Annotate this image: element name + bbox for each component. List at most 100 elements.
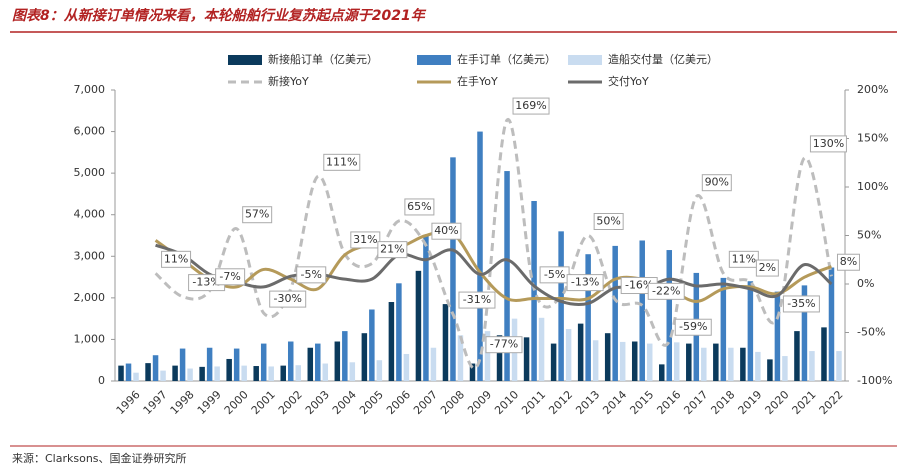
data-label: 40% [434, 224, 458, 237]
legend-label: 在手订单（亿美元） [457, 52, 556, 66]
y-tick-label: 6,000 [74, 125, 106, 138]
bar [396, 283, 402, 381]
bar [538, 317, 545, 381]
bar [809, 351, 815, 381]
legend-swatch [568, 55, 602, 65]
bar [782, 356, 788, 381]
chart-title: 图表8：从新接订单情况来看，本轮船舶行业复苏起点源于2021年 [12, 7, 427, 24]
data-label: -13% [571, 276, 599, 289]
label-box [161, 250, 192, 268]
data-label: -35% [787, 297, 815, 310]
bar [639, 240, 645, 381]
bar [450, 157, 456, 381]
line-series [154, 118, 833, 370]
bar [315, 343, 321, 381]
y-tick-label: 3,000 [74, 249, 106, 262]
data-label: -13% [192, 276, 220, 289]
data-label: -31% [463, 293, 491, 306]
bar [214, 366, 220, 381]
bar [233, 348, 240, 381]
y-tick-label: 7,000 [74, 83, 106, 96]
bar [179, 348, 186, 381]
bar [713, 343, 719, 381]
bar [206, 347, 213, 381]
x-tick-label: 1997 [141, 388, 170, 417]
bar [801, 285, 808, 381]
data-label: 21% [380, 243, 404, 256]
bar [334, 341, 341, 381]
bar [666, 250, 673, 381]
y-tick-label: 0 [98, 374, 105, 387]
data-label: 11% [732, 252, 756, 265]
label-box [836, 253, 860, 271]
label-box [296, 266, 327, 284]
x-tick-label: 2007 [411, 388, 440, 417]
y2-tick-label: -100% [857, 374, 892, 387]
x-tick-label: 2018 [708, 388, 737, 417]
x-tick-label: 2019 [736, 388, 765, 417]
label-box [782, 295, 820, 313]
bar [253, 366, 259, 381]
data-label: -5% [301, 268, 322, 281]
bar [755, 351, 761, 381]
x-tick-label: 2012 [546, 388, 575, 417]
label-box [404, 198, 435, 216]
label-box [350, 231, 381, 249]
data-label: 50% [596, 215, 620, 228]
bar [415, 270, 422, 381]
label-box [323, 153, 361, 171]
label-box [674, 318, 712, 336]
bar [592, 340, 599, 381]
data-label: 169% [515, 99, 546, 112]
label-box [755, 259, 779, 277]
label-box [809, 135, 847, 153]
data-label: 2% [759, 261, 776, 274]
x-tick-label: 2021 [790, 388, 819, 417]
label-box [269, 290, 307, 308]
bar [496, 335, 503, 381]
bar [369, 309, 375, 381]
bar [388, 302, 395, 381]
x-tick-label: 1998 [168, 388, 197, 417]
bar [631, 341, 638, 381]
bar [118, 365, 124, 381]
legend-label: 造船交付量（亿美元） [608, 52, 718, 66]
y-tick-label: 2,000 [74, 291, 106, 304]
source: 来源：Clarksons、国金证券研究所 [12, 451, 187, 465]
bar [794, 331, 800, 381]
bar [423, 235, 429, 381]
x-tick-label: 2005 [357, 388, 386, 417]
bar [577, 323, 584, 381]
bar [821, 327, 827, 381]
y-tick-label: 5,000 [74, 166, 106, 179]
x-tick-label: 2000 [222, 388, 251, 417]
label-box [242, 206, 273, 224]
x-tick-label: 2001 [249, 388, 278, 417]
x-tick-label: 1996 [114, 388, 143, 417]
label-box [377, 241, 408, 259]
bar [287, 341, 294, 381]
bar [152, 355, 159, 381]
bar [585, 254, 591, 381]
bar [199, 366, 205, 381]
x-tick-label: 2002 [276, 388, 305, 417]
x-tick-label: 2008 [438, 388, 467, 417]
x-tick-label: 2006 [384, 388, 413, 417]
legend-label: 交付YoY [608, 74, 649, 88]
x-tick-label: 2015 [627, 388, 656, 417]
x-tick-label: 1999 [195, 388, 224, 417]
bar [550, 343, 557, 381]
legend-swatch [228, 55, 262, 65]
bar [774, 291, 781, 381]
bar [604, 333, 611, 381]
bar [307, 347, 314, 381]
label-box [485, 336, 523, 354]
bar [172, 365, 178, 381]
bar [226, 358, 232, 381]
data-label: 31% [353, 233, 377, 246]
bar [160, 370, 166, 381]
legend-label: 新接船订单（亿美元） [268, 52, 378, 66]
data-label: 57% [245, 208, 269, 221]
label-box [647, 282, 685, 300]
bar [686, 343, 692, 381]
